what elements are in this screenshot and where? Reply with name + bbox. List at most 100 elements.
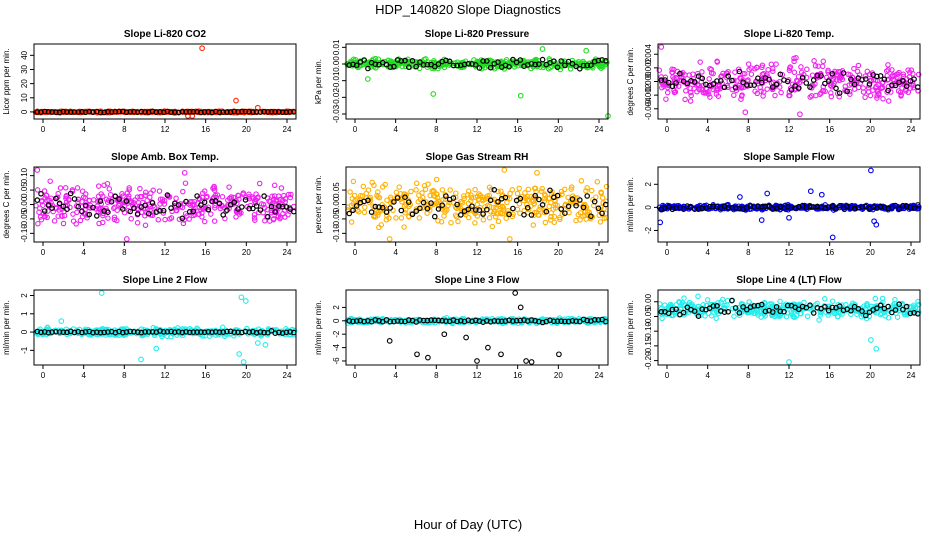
data-point	[165, 193, 172, 200]
data-point	[73, 221, 79, 227]
data-point-black	[710, 303, 717, 309]
data-point	[211, 218, 218, 224]
data-point-black	[365, 65, 371, 72]
data-point-black	[476, 65, 483, 71]
outlier-point	[873, 221, 880, 228]
data-point-black	[186, 109, 193, 115]
y-axis-label: percent per min.	[314, 176, 323, 234]
data-point-black	[717, 78, 724, 84]
data-point	[833, 77, 840, 83]
data-point	[456, 319, 463, 325]
data-point-black	[784, 78, 791, 85]
data-point-black	[402, 57, 408, 64]
data-point	[233, 214, 239, 220]
data-point-black	[677, 70, 683, 77]
data-point	[79, 188, 86, 194]
data-point-black	[810, 204, 817, 210]
data-point	[375, 194, 381, 200]
y-axis-label: kPa per min.	[314, 59, 323, 104]
data-point	[399, 63, 406, 70]
y-axis-label: ml/min per min.	[626, 177, 635, 232]
data-point	[739, 92, 745, 98]
data-point	[486, 184, 493, 191]
data-point	[386, 215, 392, 221]
data-point-black	[391, 63, 397, 70]
data-point-black	[706, 203, 713, 210]
data-point-black	[146, 329, 152, 335]
y-tick-label: -0.10	[20, 224, 29, 243]
data-point	[713, 315, 719, 322]
data-point-black	[450, 62, 457, 69]
y-tick-label: -0.02	[332, 88, 341, 107]
data-point-black	[127, 208, 134, 215]
x-tick-label: 24	[907, 125, 916, 134]
data-point-black	[45, 109, 52, 115]
data-point-black	[183, 328, 189, 335]
data-point-black	[729, 205, 735, 211]
data-point	[44, 325, 51, 331]
data-point	[858, 305, 864, 312]
y-tick-label: 0.00	[644, 293, 653, 309]
data-point	[514, 206, 521, 213]
y-tick-label: 0	[332, 318, 341, 323]
y-tick-label: 0.05	[20, 182, 29, 198]
data-point-black	[576, 66, 583, 72]
data-point	[86, 197, 93, 204]
data-point	[539, 185, 545, 192]
data-point	[533, 56, 539, 63]
data-point	[490, 204, 497, 211]
data-point-black	[743, 306, 750, 313]
data-point-black	[483, 206, 490, 213]
data-point-black	[699, 306, 706, 313]
data-point	[884, 77, 891, 83]
data-point	[40, 210, 47, 217]
data-point	[705, 310, 712, 317]
data-point	[790, 313, 797, 320]
data-point-black	[379, 204, 386, 211]
outlier-point	[199, 45, 205, 52]
data-point-black	[350, 318, 356, 325]
y-tick-label: -0.002	[644, 83, 653, 106]
data-point-black	[740, 304, 746, 310]
outlier-point	[807, 188, 814, 195]
data-point	[829, 298, 836, 304]
data-point	[106, 186, 113, 192]
data-point	[681, 295, 687, 301]
data-point-black	[751, 82, 758, 88]
data-point-black	[205, 109, 212, 115]
data-point-black	[38, 329, 44, 336]
data-point	[44, 214, 50, 221]
data-point	[269, 193, 275, 200]
data-point	[251, 211, 258, 218]
data-point	[413, 187, 419, 193]
x-tick-label: 4	[705, 125, 710, 134]
y-axis: 0.00-0.05-0.10-0.15-0.20	[644, 293, 658, 370]
y-axis: 0.010.00-0.01-0.02-0.03	[332, 39, 346, 123]
data-point	[285, 191, 292, 198]
data-point-black	[562, 210, 568, 217]
data-point	[569, 193, 576, 199]
data-point	[371, 182, 377, 189]
data-point	[142, 189, 149, 196]
data-point	[419, 205, 425, 211]
data-point	[204, 193, 210, 200]
data-point-black	[120, 206, 126, 212]
data-point-black	[539, 56, 546, 63]
data-point	[731, 92, 737, 99]
x-tick-label: 20	[554, 371, 563, 380]
data-point	[708, 312, 715, 319]
data-point-black	[157, 109, 163, 115]
data-point-black	[788, 204, 795, 211]
data-point	[270, 215, 277, 222]
data-point	[601, 215, 607, 222]
data-point-black	[840, 70, 847, 76]
x-tick-label: 12	[785, 371, 794, 380]
data-point-black	[216, 200, 223, 207]
data-point-black	[435, 61, 442, 67]
data-point-black	[86, 108, 93, 115]
outlier-point	[657, 219, 664, 226]
data-point-black	[49, 205, 55, 212]
series-points	[656, 44, 922, 118]
